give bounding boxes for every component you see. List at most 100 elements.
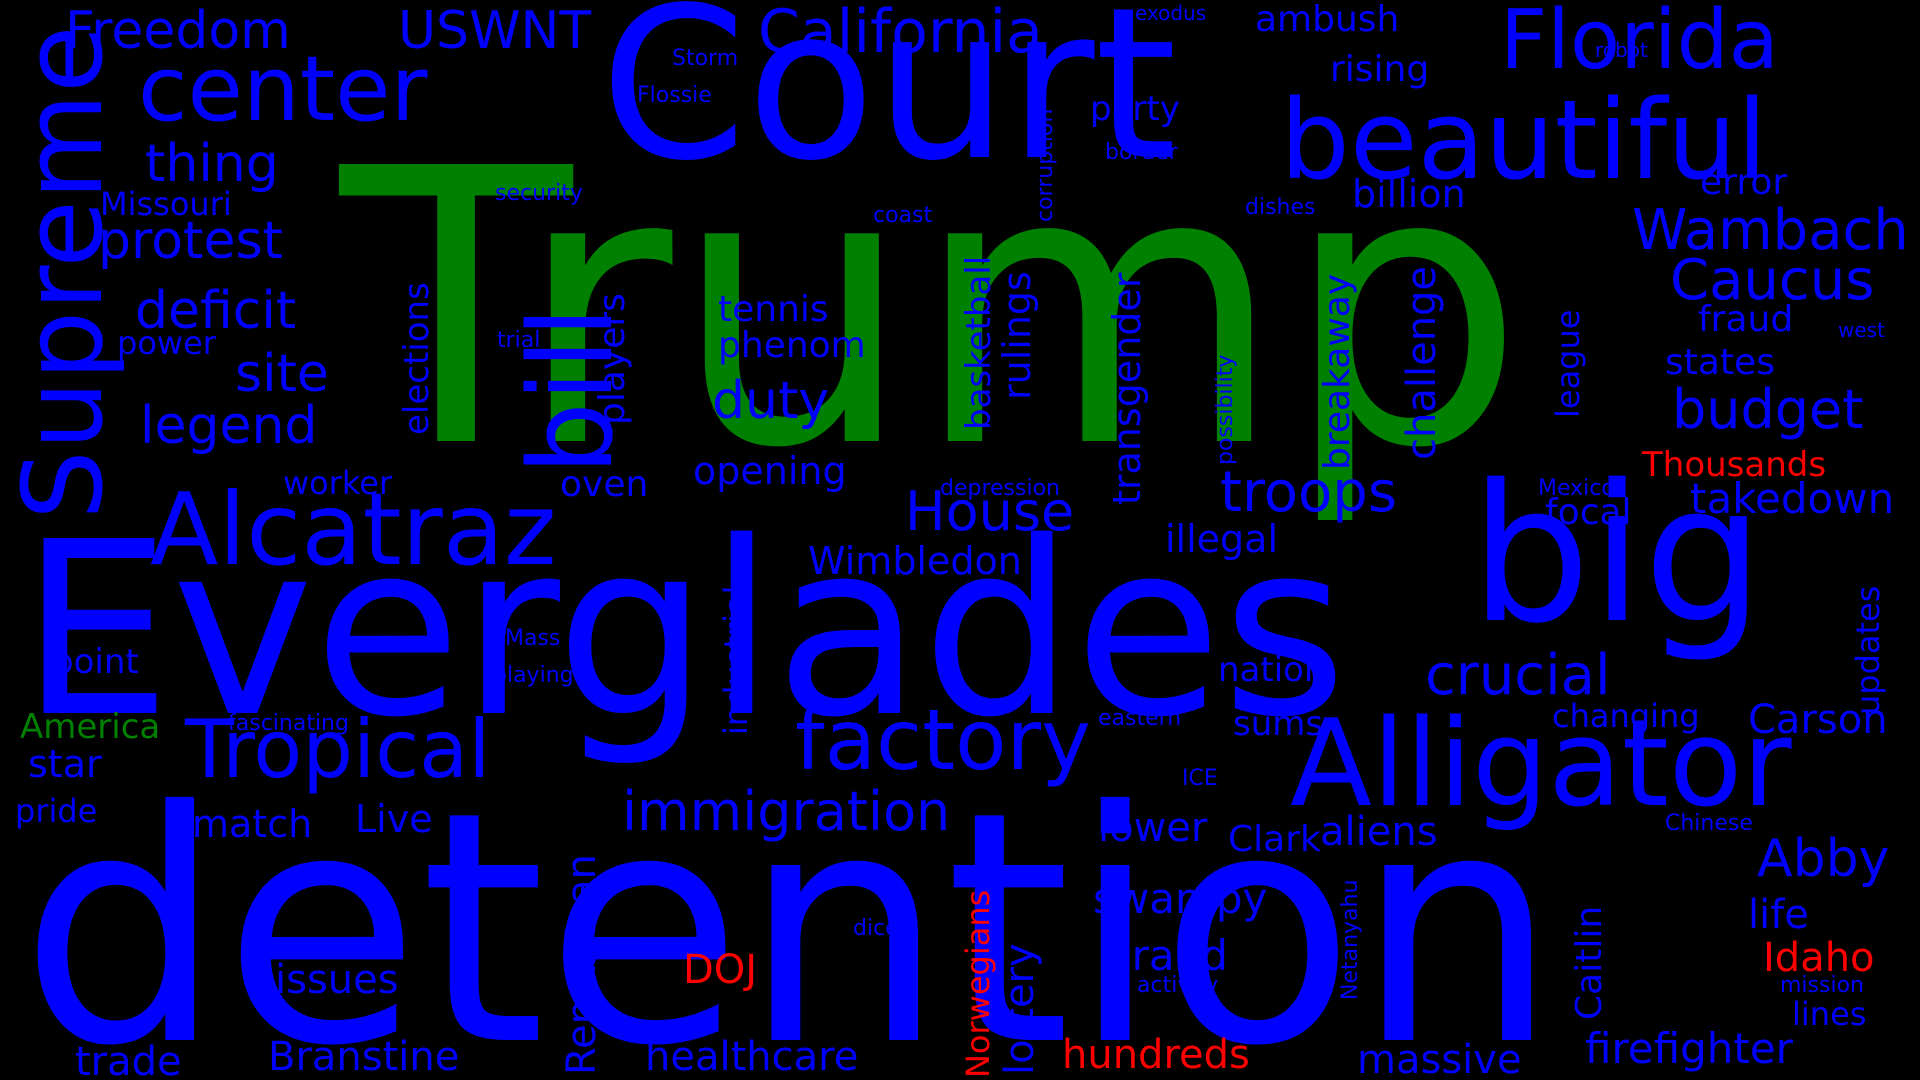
word-thing: thing	[145, 134, 279, 194]
word-security: security	[495, 181, 583, 206]
word-site: site	[235, 344, 329, 404]
word-life: life	[1748, 892, 1809, 938]
word-swampy: swampy	[1093, 874, 1268, 923]
word-fraud: fraud	[1698, 299, 1794, 340]
word-breakaway: breakaway	[1317, 273, 1358, 470]
word-big: big	[1470, 444, 1764, 665]
word-legend: legend	[140, 396, 318, 456]
word-abby: Abby	[1757, 829, 1890, 889]
word-branstine: Branstine	[268, 1034, 460, 1080]
word-house: House	[905, 480, 1075, 543]
word-factory: factory	[795, 691, 1091, 789]
word-beautiful: beautiful	[1280, 76, 1768, 204]
word-republican: Republican	[559, 854, 605, 1075]
word-florida: Florida	[1500, 0, 1779, 88]
word-firefighter: firefighter	[1585, 1024, 1793, 1073]
word-america: America	[20, 707, 161, 747]
word-massive: massive	[1357, 1037, 1522, 1080]
word-playing: playing	[493, 663, 574, 688]
word-rulings: rulings	[995, 271, 1039, 400]
word-focal: focal	[1545, 492, 1632, 533]
word-challenge: challenge	[1399, 265, 1445, 460]
word-aliens: aliens	[1320, 809, 1438, 855]
word-mass: Mass	[505, 626, 561, 651]
word-detention: detention	[20, 744, 1559, 1080]
word-error: error	[1700, 162, 1788, 203]
word-wambach: Wambach	[1632, 198, 1909, 263]
word-netanyahu: Netanyahu	[1338, 879, 1363, 1000]
word-corruption: corruption	[1033, 108, 1058, 222]
word-immigration: immigration	[622, 780, 951, 843]
word-ambush: ambush	[1255, 0, 1400, 40]
word-ice: ICE	[1182, 766, 1218, 791]
word-players: players	[592, 293, 633, 425]
word-takedown: takedown	[1690, 474, 1895, 523]
word-court: Court	[600, 0, 1177, 207]
word-thousands: Thousands	[1642, 445, 1827, 485]
word-duty: duty	[712, 371, 830, 431]
word-trade: trade	[75, 1039, 182, 1080]
word-rising: rising	[1330, 49, 1430, 90]
word-everglades: Everglades	[20, 490, 1347, 770]
word-league: league	[1549, 309, 1587, 418]
word-alligator: Alligator	[1290, 695, 1792, 834]
word-states: states	[1665, 342, 1775, 383]
word-updates: updates	[1849, 585, 1887, 715]
word-basketball: basketball	[959, 255, 999, 430]
word-grand: grand	[1105, 931, 1228, 980]
word-star: star	[28, 742, 102, 786]
word-clark: Clark	[1228, 819, 1321, 860]
word-elections: elections	[397, 282, 437, 435]
word-tropical: Tropical	[185, 703, 491, 796]
word-wimbledon: Wimbledon	[808, 539, 1022, 583]
word-missouri: Missouri	[100, 185, 232, 223]
word-industrial: industrial	[717, 585, 755, 735]
word-exodus: exodus	[1135, 1, 1207, 25]
word-deficit: deficit	[135, 281, 297, 341]
word-robot: robot	[1595, 38, 1648, 62]
word-flossie: Flossie	[637, 83, 712, 108]
word-fascinating: fascinating	[228, 711, 349, 736]
word-party: party	[1090, 89, 1180, 129]
word-caucus: Caucus	[1670, 248, 1875, 313]
word-troops: troops	[1220, 460, 1397, 525]
word-point: point	[52, 642, 139, 682]
word-healthcare: healthcare	[645, 1034, 859, 1080]
word-carson: Carson	[1748, 697, 1888, 743]
word-norwegians: Norwegians	[959, 889, 997, 1078]
word-center: center	[138, 37, 428, 142]
word-dishes: dishes	[1245, 195, 1316, 220]
word-mexico: Mexico	[1538, 476, 1615, 501]
word-dice: dice	[853, 916, 899, 941]
word-coast: coast	[873, 203, 933, 228]
word-budget: budget	[1672, 378, 1864, 441]
word-hundreds: hundreds	[1062, 1032, 1250, 1078]
word-phenom: phenom	[718, 325, 866, 366]
word-crucial: crucial	[1425, 643, 1611, 708]
word-sums: sums	[1233, 704, 1324, 744]
word-activity: activity	[1137, 973, 1219, 998]
word-alcatraz: Alcatraz	[150, 471, 557, 588]
word-nation: nation	[1218, 650, 1326, 690]
word-supreme: Supreme	[0, 25, 127, 520]
word-mission: mission	[1780, 973, 1864, 998]
word-issues: issues	[275, 957, 399, 1003]
word-possibility: possibility	[1213, 354, 1238, 465]
word-live: Live	[355, 797, 433, 841]
word-caitlin: Caitlin	[1569, 905, 1610, 1020]
word-trump: Trump	[340, 88, 1525, 531]
word-storm: Storm	[672, 46, 739, 71]
word-transgender: transgender	[1105, 272, 1149, 505]
word-worker: worker	[283, 464, 393, 502]
word-idaho: Idaho	[1763, 935, 1875, 981]
word-power: power	[117, 324, 216, 362]
word-tennis: tennis	[718, 289, 829, 330]
word-trial: trial	[497, 328, 541, 353]
word-lower: lower	[1098, 805, 1208, 851]
word-california: California	[758, 0, 1043, 67]
word-border: border	[1105, 140, 1178, 165]
word-lottery: lottery	[997, 943, 1043, 1075]
word-freedom: Freedom	[65, 1, 291, 61]
word-match: match	[192, 802, 313, 846]
